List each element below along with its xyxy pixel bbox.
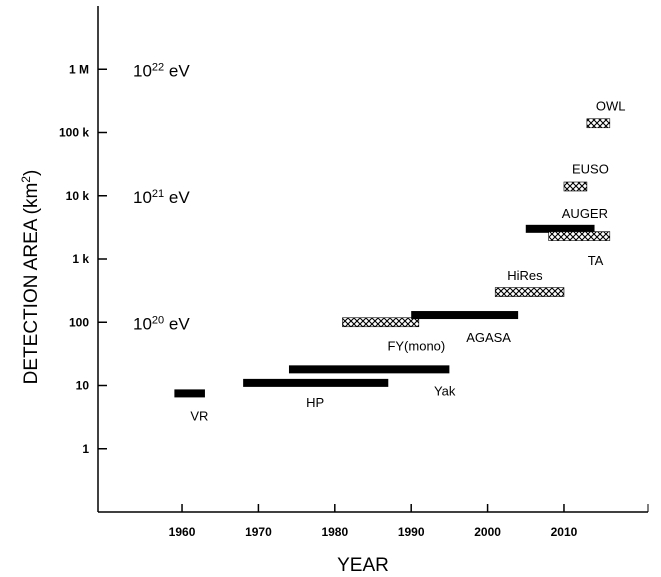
energy-label: 1020 eV: [133, 314, 190, 333]
energy-label: 1021 eV: [133, 188, 190, 207]
y-tick-label: 100 k: [59, 126, 89, 140]
x-tick-label: 1960: [169, 525, 196, 539]
y-tick-label: 10: [76, 379, 90, 393]
label-hires: HiRes: [507, 268, 543, 283]
x-tick-label: 1980: [321, 525, 348, 539]
y-tick-label: 1: [82, 442, 89, 456]
y-tick-label: 100: [69, 315, 89, 329]
bar-fy-mono: [342, 317, 420, 328]
experiment-bars: [174, 118, 611, 398]
bar-agasa: [411, 311, 519, 320]
y-tick-label: 10 k: [66, 189, 90, 203]
bar-ta: [548, 231, 611, 241]
bar-hp: [243, 378, 389, 387]
y-tick-label: 1 M: [69, 62, 89, 76]
plot-axes: 1 10 100 1 k 10 k 100 k 1 M 1960 1970 1980 1990 200…: [19, 6, 649, 576]
label-owl: OWL: [596, 98, 626, 113]
x-tick-label: 1990: [398, 525, 425, 539]
bar-owl: [586, 118, 611, 129]
x-tick-label: 2010: [551, 525, 578, 539]
experiment-labels: 1020 eV 1021 eV 1022 eV VR HP Yak FY(mono) AGAS…: [133, 61, 626, 423]
bar-auger: [525, 224, 595, 233]
label-agasa: AGASA: [466, 330, 511, 345]
label-auger: AUGER: [562, 206, 608, 221]
label-vr: VR: [190, 408, 208, 423]
y-tick-label: 1 k: [72, 252, 89, 266]
x-tick-label: 1970: [245, 525, 272, 539]
bar-yak: [288, 365, 450, 374]
x-tick-label: 2000: [474, 525, 501, 539]
energy-label: 1022 eV: [133, 61, 190, 80]
label-ta: TA: [588, 253, 604, 268]
bar-vr: [174, 389, 205, 398]
label-hp: HP: [306, 395, 324, 410]
x-axis-title: YEAR: [337, 555, 389, 576]
bar-euso: [563, 181, 588, 192]
label-fy-mono: FY(mono): [387, 338, 445, 353]
label-yak: Yak: [434, 383, 456, 398]
y-axis-title: DETECTION AREA (km2): [19, 170, 42, 385]
bar-hires: [494, 287, 565, 297]
label-euso: EUSO: [572, 162, 609, 177]
